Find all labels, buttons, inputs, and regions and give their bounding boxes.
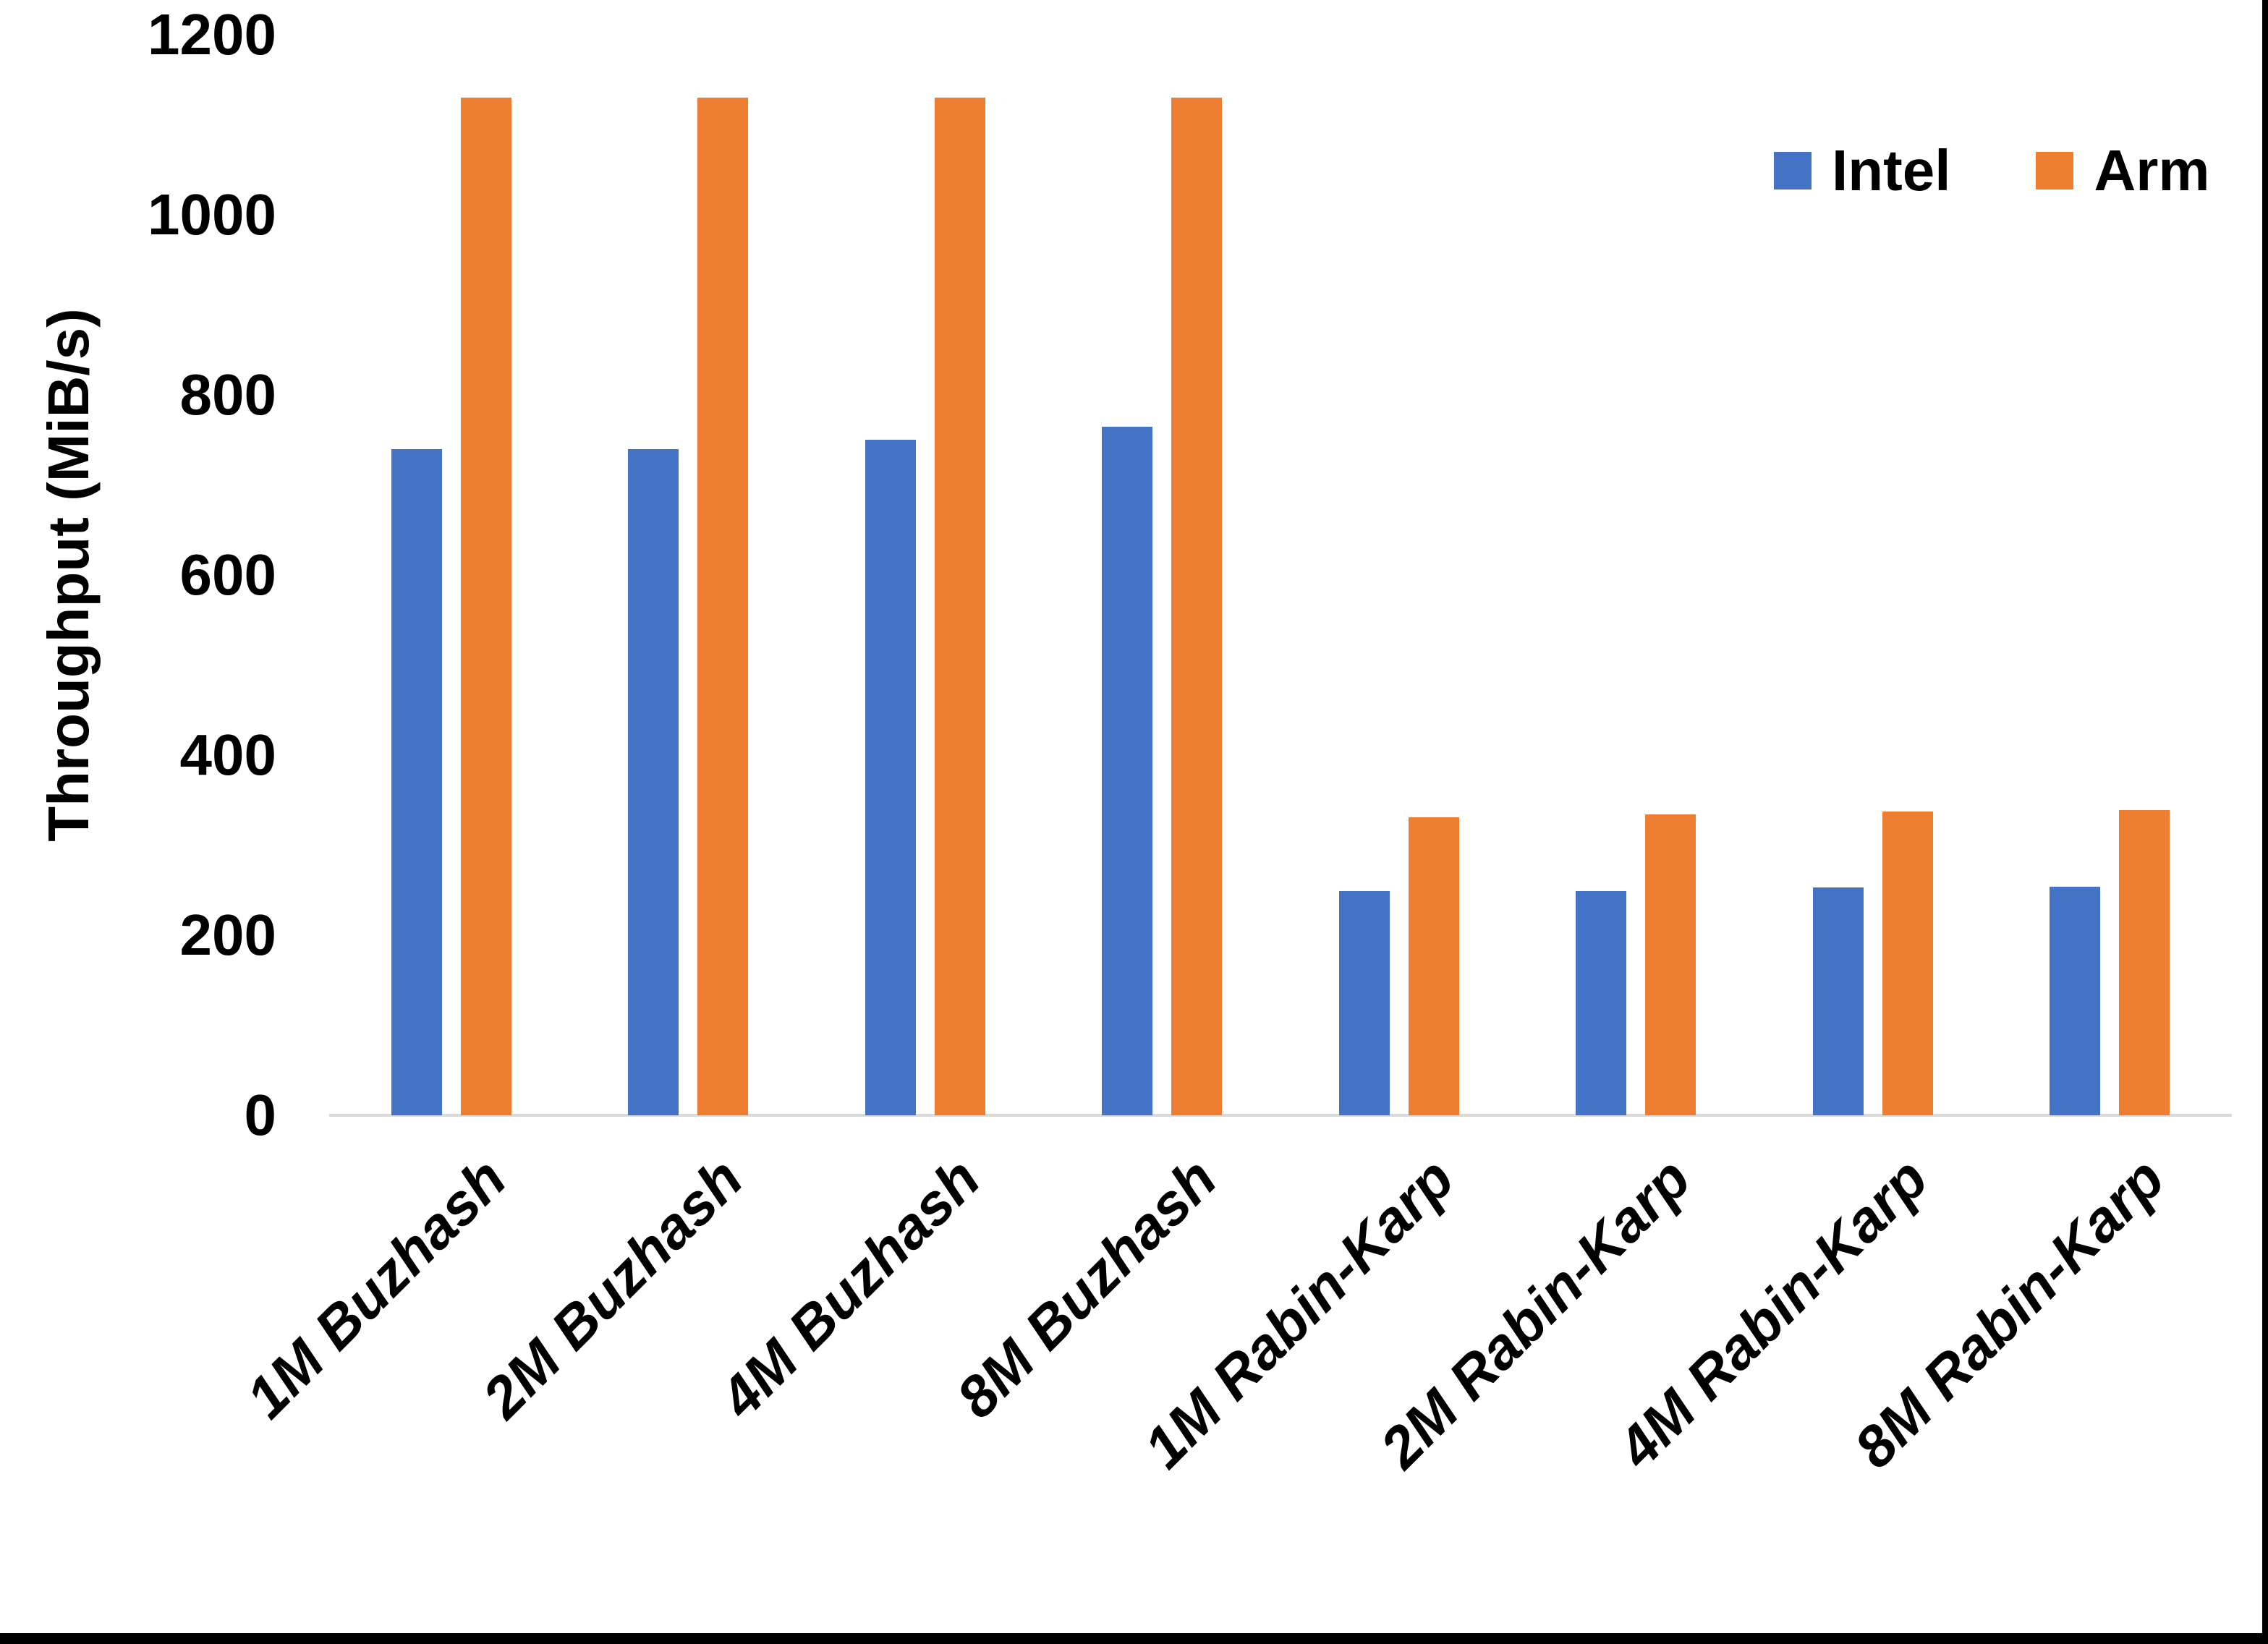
frame-right-border (2262, 0, 2268, 1644)
plot-area (333, 35, 2228, 1115)
bar-group-1 (333, 35, 570, 1115)
legend-swatch-intel (1774, 152, 1812, 189)
y-tick-label-0: 0 (244, 1083, 277, 1147)
bar-intel-2 (628, 449, 679, 1115)
bar-arm-8 (2119, 810, 2170, 1115)
bar-arm-5 (1408, 817, 1459, 1115)
x-axis-line (329, 1114, 2232, 1117)
bar-arm-7 (1882, 812, 1933, 1115)
bar-intel-5 (1338, 891, 1390, 1115)
bar-group-7 (1754, 35, 1992, 1115)
legend-item-intel: Intel (1774, 137, 1950, 204)
bar-intel-4 (1102, 427, 1153, 1115)
y-tick-label-1000: 1000 (148, 182, 276, 247)
y-tick-label-600: 600 (179, 542, 276, 607)
bar-arm-4 (1171, 98, 1223, 1115)
legend-label-intel: Intel (1832, 138, 1951, 203)
bar-intel-7 (1812, 887, 1864, 1115)
y-tick-label-400: 400 (179, 723, 276, 787)
legend: Intel Arm (1774, 137, 2210, 204)
y-tick-label-200: 200 (179, 903, 276, 967)
bar-intel-3 (865, 440, 916, 1115)
x-category-label-1: 1M Buzhash (234, 1146, 518, 1431)
bar-arm-6 (1645, 814, 1696, 1115)
frame-bottom-border (0, 1633, 2268, 1644)
legend-item-arm: Arm (2036, 137, 2210, 204)
bar-group-6 (1518, 35, 1755, 1115)
y-tick-label-800: 800 (179, 362, 276, 427)
bar-intel-8 (2050, 887, 2101, 1115)
bar-intel-1 (391, 449, 442, 1115)
bar-group-3 (807, 35, 1044, 1115)
bar-group-8 (1992, 35, 2229, 1115)
bar-arm-2 (697, 98, 749, 1115)
legend-label-arm: Arm (2094, 138, 2210, 203)
bar-group-5 (1280, 35, 1518, 1115)
legend-swatch-arm (2036, 152, 2074, 189)
bar-group-4 (1044, 35, 1281, 1115)
y-tick-label-1200: 1200 (148, 1, 276, 67)
bar-intel-6 (1576, 891, 1627, 1115)
bar-group-2 (570, 35, 807, 1115)
bar-arm-3 (934, 98, 985, 1115)
bar-arm-1 (460, 98, 511, 1115)
